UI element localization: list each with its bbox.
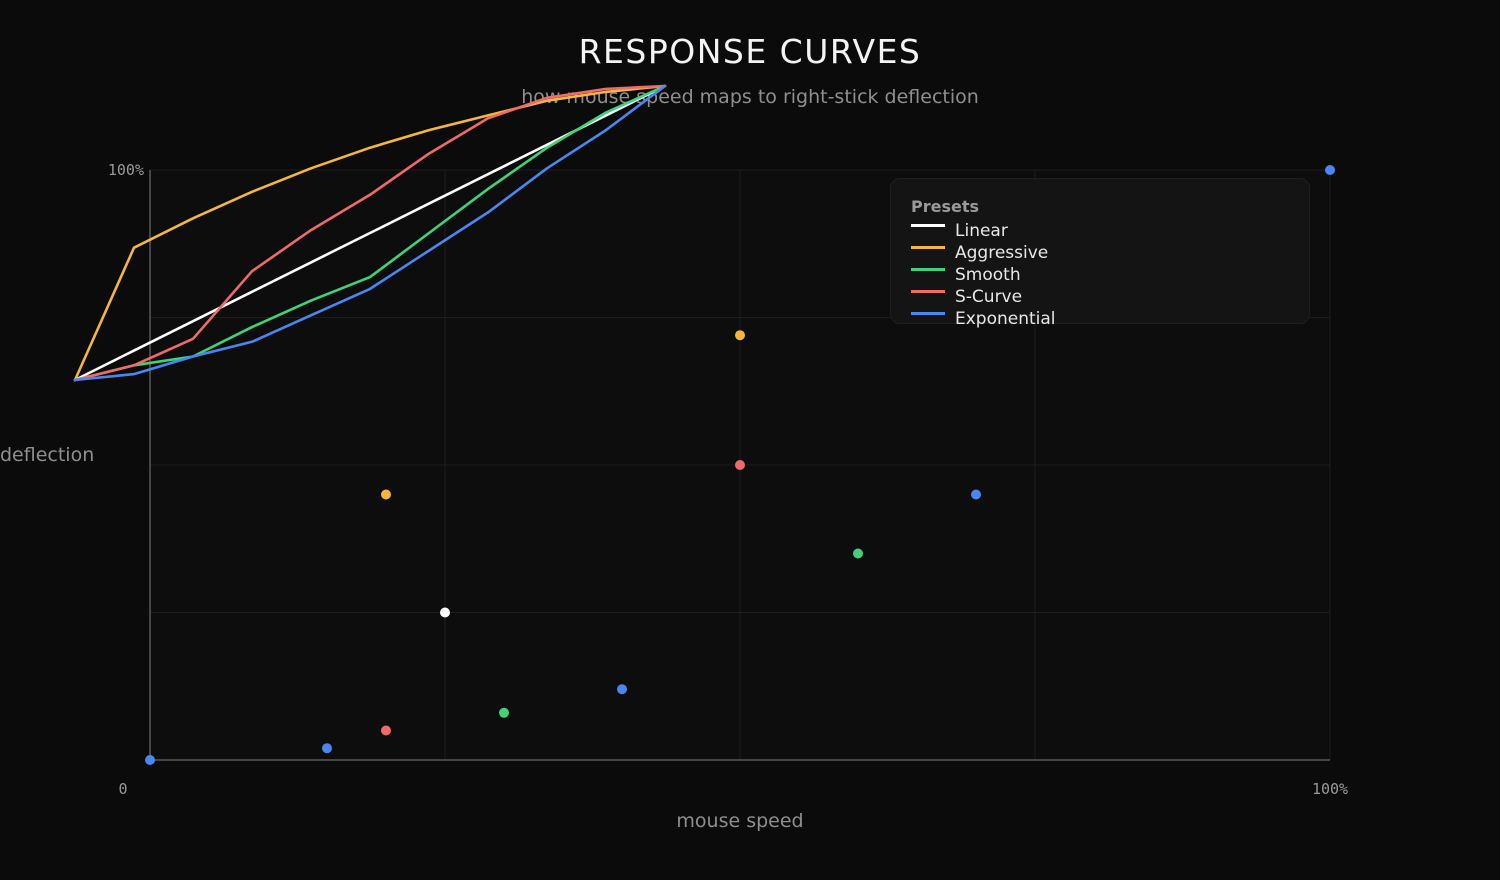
legend-item: Linear [911,220,1289,242]
chart-title: RESPONSE CURVES [578,32,922,71]
point-marker-s-curve [735,460,745,470]
point-marker-exponential [322,743,332,754]
legend-swatch [911,267,945,271]
x-axis-label: mouse speed [676,810,803,832]
legend-label: Aggressive [955,243,1049,263]
legend-label: Smooth [955,265,1021,285]
point-marker-aggressive [735,330,745,341]
chart-subtitle: how mouse speed maps to right-stick defl… [521,86,979,108]
legend-items: Linear Aggressive Smooth S-Curve Exponential [911,220,1289,330]
legend-swatch [911,311,945,315]
point-marker-s-curve [381,725,391,736]
legend-title: Presets [911,197,980,216]
point-marker-exponential [617,684,627,695]
point-marker-exponential [971,489,981,500]
series-lines [73,84,667,382]
legend-label: Exponential [955,309,1056,329]
legend-label: Linear [955,221,1008,241]
legend-label: S-Curve [955,287,1023,307]
series-line-smooth [73,84,667,382]
legend-swatch [911,289,945,293]
point-marker-linear [440,607,450,618]
point-marker-exponential [1325,165,1335,175]
point-marker-aggressive [381,489,391,500]
y-axis-label: deflection [0,444,94,466]
series-markers [145,165,1335,765]
axis-labels: 100% 0 100% mouse speed deflection [0,161,1348,832]
series-line-exponential [73,84,667,382]
point-marker-smooth [499,707,509,718]
legend-swatch [911,223,945,227]
legend-swatch [911,245,945,249]
legend-item: Exponential [911,308,1289,330]
legend: Presets Linear Aggressive Smooth S-Curve Exp… [890,178,1310,329]
y-tick-label: 100% [108,161,144,179]
point-marker-exponential [145,755,155,765]
x-tick-label: 100% [1312,780,1348,798]
point-marker-smooth [853,548,863,559]
legend-item: Smooth [911,264,1289,286]
series-line-aggressive [73,84,667,382]
legend-item: S-Curve [911,286,1289,308]
axes [149,170,1330,761]
series-line-s-curve [73,84,667,382]
legend-item: Aggressive [911,242,1289,264]
x-tick-label: 0 [118,780,127,798]
